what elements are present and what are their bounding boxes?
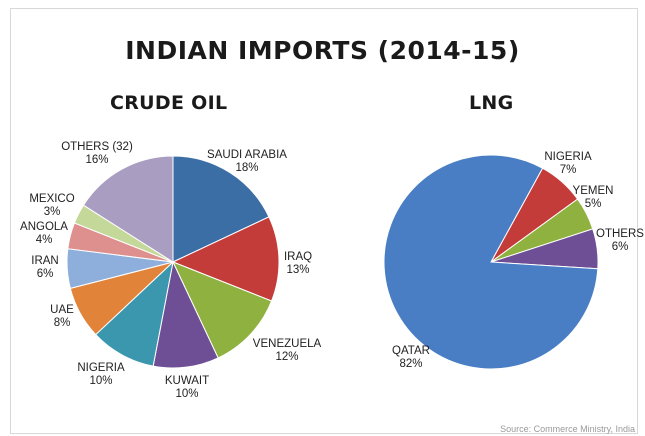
crude-oil-subtitle: CRUDE OIL (110, 92, 228, 114)
lng-label-others: OTHERS 6% (596, 228, 644, 253)
lng-slice-qatar (383, 154, 599, 370)
lng-label-qatar: QATAR 82% (392, 345, 430, 370)
lng-pie: NIGERIA 7% YEMEN 5% OTHERS 6% QATAR 82% (383, 151, 644, 370)
crude-slice-saudi-arabia (172, 155, 270, 263)
source-note: Source: Commerce Ministry, India (500, 424, 635, 434)
crude-label-angola: ANGOLA 4% (20, 221, 68, 246)
crude-slice-others-32 (82, 155, 174, 263)
crude-label-mexico: MEXICO 3% (29, 193, 74, 218)
crude-label-iran: IRAN 6% (31, 255, 58, 280)
lng-label-yemen: YEMEN 5% (573, 185, 614, 210)
chart-title: INDIAN IMPORTS (2014-15) (125, 36, 520, 65)
lng-label-nigeria: NIGERIA 7% (544, 151, 592, 176)
crude-oil-pie: SAUDI ARABIA 18% IRAQ 13% VENEZUELA 12% KUWAIT… (20, 141, 321, 400)
crude-label-saudi-arabia: SAUDI ARABIA 18% (207, 149, 287, 174)
crude-label-iraq: IRAQ 13% (284, 251, 312, 276)
crude-slice-venezuela (172, 261, 273, 359)
crude-slice-iraq (171, 216, 280, 302)
crude-label-venezuela: VENEZUELA 12% (253, 338, 322, 363)
crude-label-nigeria: NIGERIA 10% (77, 362, 125, 387)
crude-label-kuwait: KUWAIT 10% (165, 375, 209, 400)
crude-label-others-32: OTHERS (32) 16% (61, 141, 133, 166)
crude-label-uae: UAE 8% (50, 304, 74, 329)
lng-subtitle: LNG (469, 92, 514, 114)
